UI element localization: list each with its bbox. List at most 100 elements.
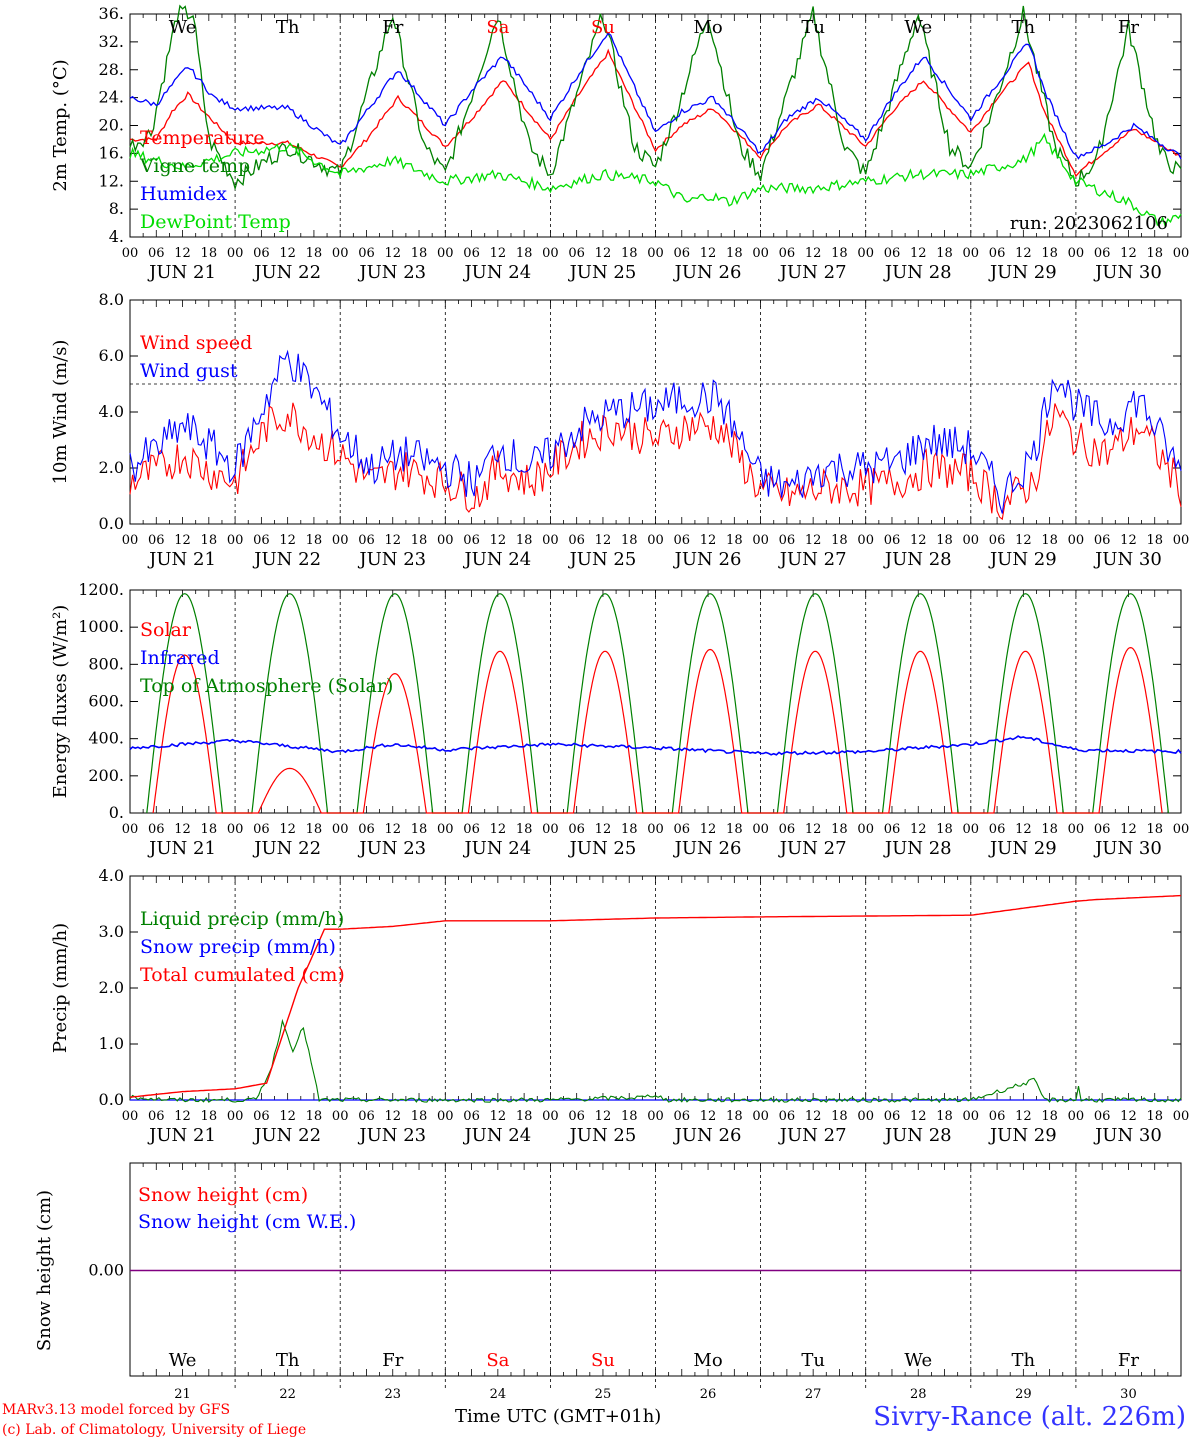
day-label: JUN 30 [1093,549,1162,570]
hour-tick-label: 06 [358,533,375,548]
hour-tick-label: 00 [332,246,349,261]
hour-tick-label: 00 [963,246,980,261]
day-number-label: 30 [1120,1387,1137,1402]
day-label: JUN 27 [778,549,847,570]
y-tick-label: 0.0 [99,1090,124,1109]
hour-tick-label: 06 [884,1109,901,1124]
hour-tick-label: 12 [1120,246,1137,261]
hour-tick-label: 06 [253,246,270,261]
hour-tick-label: 00 [332,533,349,548]
legend-entry: Wind gust [140,360,238,382]
series-line-3 [129,132,1182,228]
hour-tick-label: 18 [516,246,533,261]
legend-entry: Top of Atmosphere (Solar) [140,675,393,697]
hour-tick-label: 18 [726,246,743,261]
day-label: JUN 24 [462,1125,531,1146]
day-label: JUN 21 [147,262,216,283]
y-axis-label: 10m Wind (m/s) [50,340,71,485]
hour-tick-label: 18 [411,822,428,837]
hour-tick-label: 06 [148,822,165,837]
hour-tick-label: 00 [1173,533,1190,548]
legend-entry: Temperature [140,127,264,149]
hour-tick-label: 18 [936,246,953,261]
hour-tick-label: 18 [201,246,218,261]
hour-tick-label: 06 [568,822,585,837]
y-tick-label: 1.0 [99,1034,124,1053]
hour-tick-label: 00 [122,822,139,837]
weekday-label: We [169,17,197,38]
hour-tick-label: 12 [1120,822,1137,837]
hour-tick-label: 06 [884,246,901,261]
hour-tick-label: 12 [1120,533,1137,548]
day-label: JUN 27 [778,838,847,859]
day-label: JUN 22 [252,838,321,859]
hour-tick-label: 00 [857,246,874,261]
hour-tick-label: 18 [621,822,638,837]
hour-tick-label: 18 [1146,246,1163,261]
hour-tick-label: 18 [726,822,743,837]
day-number-label: 29 [1015,1387,1032,1402]
hour-tick-label: 18 [831,246,848,261]
hour-tick-label: 00 [857,822,874,837]
y-tick-label: 400. [88,729,124,748]
hour-tick-label: 12 [595,246,612,261]
y-tick-label: 600. [88,692,124,711]
hour-tick-label: 06 [148,533,165,548]
hour-tick-label: 12 [490,822,507,837]
hour-tick-label: 06 [358,1109,375,1124]
day-label: JUN 30 [1093,262,1162,283]
hour-tick-label: 18 [831,533,848,548]
day-number-label: 22 [279,1387,296,1402]
hour-tick-label: 00 [437,1109,454,1124]
day-number-label: 25 [595,1387,612,1402]
hour-tick-label: 12 [700,246,717,261]
solar-line [152,646,1163,814]
hour-tick-label: 18 [621,246,638,261]
hour-tick-label: 12 [384,1109,401,1124]
weekday-label: Sa [486,17,509,38]
hour-tick-label: 18 [1146,1109,1163,1124]
hour-tick-label: 06 [568,1109,585,1124]
hour-tick-label: 00 [332,1109,349,1124]
day-label: JUN 21 [147,549,216,570]
hour-tick-label: 06 [148,246,165,261]
hour-tick-label: 12 [279,822,296,837]
y-tick-label: 3.0 [99,922,124,941]
hour-tick-label: 12 [279,1109,296,1124]
y-tick-label: 6.0 [99,346,124,365]
y-axis-label: Precip (mm/h) [50,923,71,1053]
infrared-line [129,735,1182,756]
day-label: JUN 25 [568,838,637,859]
day-label: JUN 24 [462,549,531,570]
hour-tick-label: 12 [384,246,401,261]
hour-tick-label: 00 [1068,1109,1085,1124]
hour-tick-label: 06 [674,822,691,837]
hour-tick-label: 18 [516,533,533,548]
day-label: JUN 23 [357,838,426,859]
hour-tick-label: 12 [805,533,822,548]
weekday-label: Mo [693,1350,722,1371]
hour-tick-label: 00 [542,822,559,837]
hour-tick-label: 06 [779,822,796,837]
day-label: JUN 29 [988,262,1057,283]
hour-tick-label: 12 [700,822,717,837]
y-tick-label: 200. [88,766,124,785]
hour-tick-label: 18 [306,533,323,548]
hour-tick-label: 18 [726,533,743,548]
hour-tick-label: 06 [674,533,691,548]
hour-tick-label: 12 [805,1109,822,1124]
legend-entry: Snow height (cm W.E.) [138,1211,356,1233]
hour-tick-label: 18 [306,246,323,261]
day-label: JUN 24 [462,838,531,859]
y-tick-label: 4.0 [99,866,124,885]
hour-tick-label: 18 [1146,822,1163,837]
hour-tick-label: 18 [306,1109,323,1124]
day-label: JUN 26 [673,549,742,570]
hour-tick-label: 12 [910,1109,927,1124]
hour-tick-label: 00 [1068,246,1085,261]
hour-tick-label: 00 [963,1109,980,1124]
hour-tick-label: 00 [227,1109,244,1124]
hour-tick-label: 06 [1094,822,1111,837]
hour-tick-label: 06 [779,1109,796,1124]
